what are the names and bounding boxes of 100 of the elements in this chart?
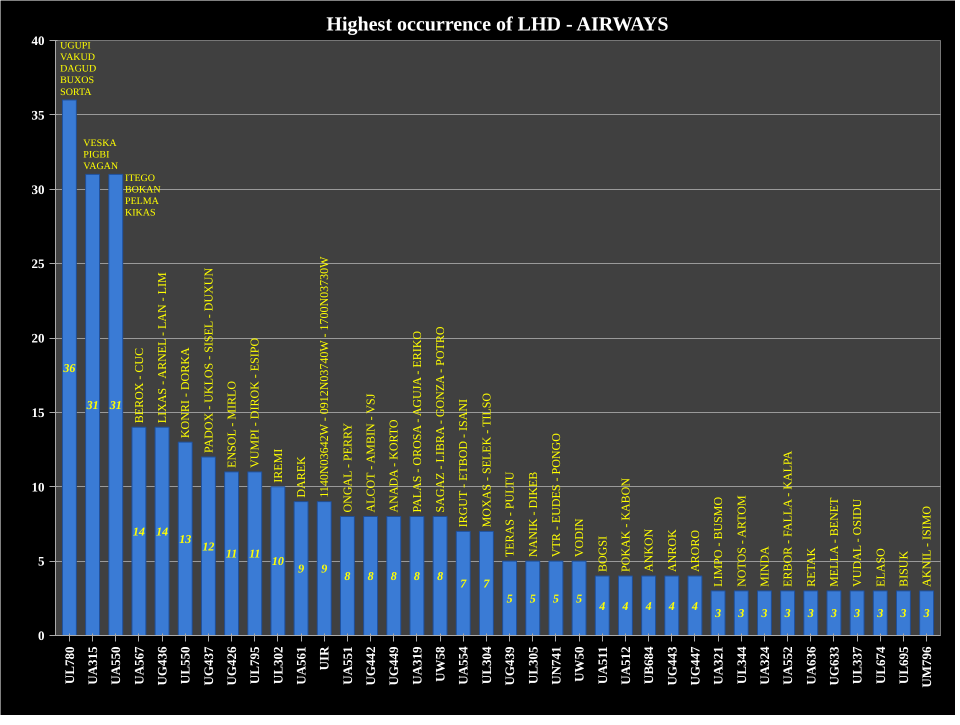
bar (872, 590, 888, 636)
annotation: 1140N03642W - 0912N03740W - 1700N03730W (317, 256, 332, 498)
chart-title: Highest occurrence of LHD - AIRWAYS (326, 14, 668, 36)
annotation: VUMPI - DIROK - ESIPO (248, 338, 262, 468)
data-label: 3 (853, 606, 860, 620)
y-tick-label: 35 (32, 107, 45, 122)
data-label: 4 (621, 598, 628, 613)
y-tick-label: 20 (32, 330, 44, 346)
data-label: 8 (344, 569, 350, 583)
data-label: 5 (552, 591, 559, 606)
bar (594, 576, 610, 636)
bar (386, 516, 402, 636)
bar (363, 516, 378, 636)
x-tick-label: UG449 (386, 646, 402, 686)
annotation: DAREK (294, 456, 308, 498)
annotation: VESKA PIGBI VAGAN (83, 138, 118, 172)
data-label: 3 (760, 606, 768, 620)
x-tick-label: UM796 (919, 646, 934, 688)
x-tick-label: UW50 (572, 646, 587, 682)
annotation: ARORO (688, 530, 702, 572)
bar (919, 590, 934, 636)
bar (525, 560, 540, 636)
data-label: 3 (830, 606, 837, 620)
annotation: RETAK (804, 548, 818, 587)
data-label: 31 (108, 398, 122, 412)
x-tick-label: UA315 (85, 646, 100, 685)
annotation: POKAK - KABON (618, 478, 632, 572)
annotation: VODIN (572, 518, 586, 558)
data-label: 3 (806, 606, 814, 620)
bar (456, 530, 471, 636)
data-label: 9 (321, 562, 328, 576)
data-label: 12 (202, 539, 214, 554)
x-tick-label: UL780 (62, 646, 77, 684)
data-label: 7 (483, 576, 490, 590)
bar (756, 590, 772, 636)
annotation: MINDA (757, 546, 772, 587)
x-tick-label: UL550 (178, 646, 193, 684)
x-tick-label: UG426 (224, 646, 240, 686)
data-label: 8 (437, 569, 444, 583)
bar (664, 576, 680, 636)
annotation: BISUK (896, 550, 910, 587)
y-tick-label: 25 (32, 256, 45, 272)
annotation: MOXAS - SELEK - TILSO (479, 392, 494, 528)
data-label: 9 (298, 562, 304, 576)
annotation: AKNIL - ISIMO (920, 506, 934, 587)
bar (409, 516, 424, 636)
bar (687, 576, 702, 636)
data-label: 8 (368, 569, 374, 583)
annotation: ENSOL - MIRLO (224, 380, 239, 468)
annotation: ERBOR - FALLA - KALPA (780, 450, 795, 587)
annotation: ANROK (664, 529, 679, 572)
x-tick-label: UA324 (756, 646, 772, 685)
x-tick-label: UL305 (525, 646, 540, 684)
x-tick-label: UA552 (780, 646, 796, 685)
x-tick-label: UG447 (687, 646, 702, 686)
x-tick-label: UL674 (872, 646, 888, 684)
bar (780, 590, 796, 636)
bar (62, 100, 77, 636)
annotation: LIMPO - BUSMO (711, 496, 726, 587)
annotation: VTR - EUDES - PONGO (548, 432, 563, 558)
x-tick-label: UA512 (618, 646, 633, 685)
x-tick-label: UL304 (478, 646, 494, 684)
annotation: SAGAZ - LIBRA - GONZA - POTRO (433, 326, 448, 512)
data-label: 36 (62, 360, 76, 375)
annotation: VUDAL - OSIDU (850, 498, 864, 587)
y-tick-label: 30 (32, 182, 44, 197)
data-label: 5 (576, 591, 582, 606)
bar (618, 576, 633, 636)
x-tick-label: UA511 (594, 646, 610, 684)
bar (641, 576, 656, 636)
bar (85, 174, 100, 636)
bar (502, 560, 518, 636)
annotation: ANADA - KORTO (386, 419, 401, 512)
annotation: NOTOS - ARTOM (734, 495, 748, 587)
data-label: 3 (714, 606, 722, 620)
data-label: 4 (644, 598, 652, 613)
x-tick-label: UL795 (247, 646, 262, 684)
data-label: 8 (414, 569, 420, 583)
x-tick-label: UG439 (502, 646, 518, 686)
data-label: 4 (690, 598, 698, 613)
y-tick-label: 15 (32, 404, 45, 420)
bar (896, 590, 911, 636)
x-tick-label: UB684 (641, 646, 656, 684)
annotation: IREMI (270, 448, 285, 483)
bar (178, 442, 193, 636)
bar (850, 590, 865, 636)
x-tick-label: UG633 (826, 646, 842, 686)
x-tick-label: UA554 (456, 646, 471, 685)
data-label: 3 (922, 606, 930, 620)
data-label: 11 (249, 546, 260, 561)
bar (710, 590, 726, 636)
bar (478, 530, 494, 636)
annotation: LIXAS - ARNEL - LAN - LIM (155, 272, 170, 424)
annotation: ALCOT - AMBIN - VSJ (364, 393, 378, 512)
bar (131, 426, 146, 636)
bar (316, 501, 332, 636)
x-tick-label: UL344 (734, 646, 749, 684)
y-tick-label: 0 (38, 628, 44, 643)
x-tick-label: UA321 (710, 646, 726, 685)
bar (247, 471, 262, 636)
